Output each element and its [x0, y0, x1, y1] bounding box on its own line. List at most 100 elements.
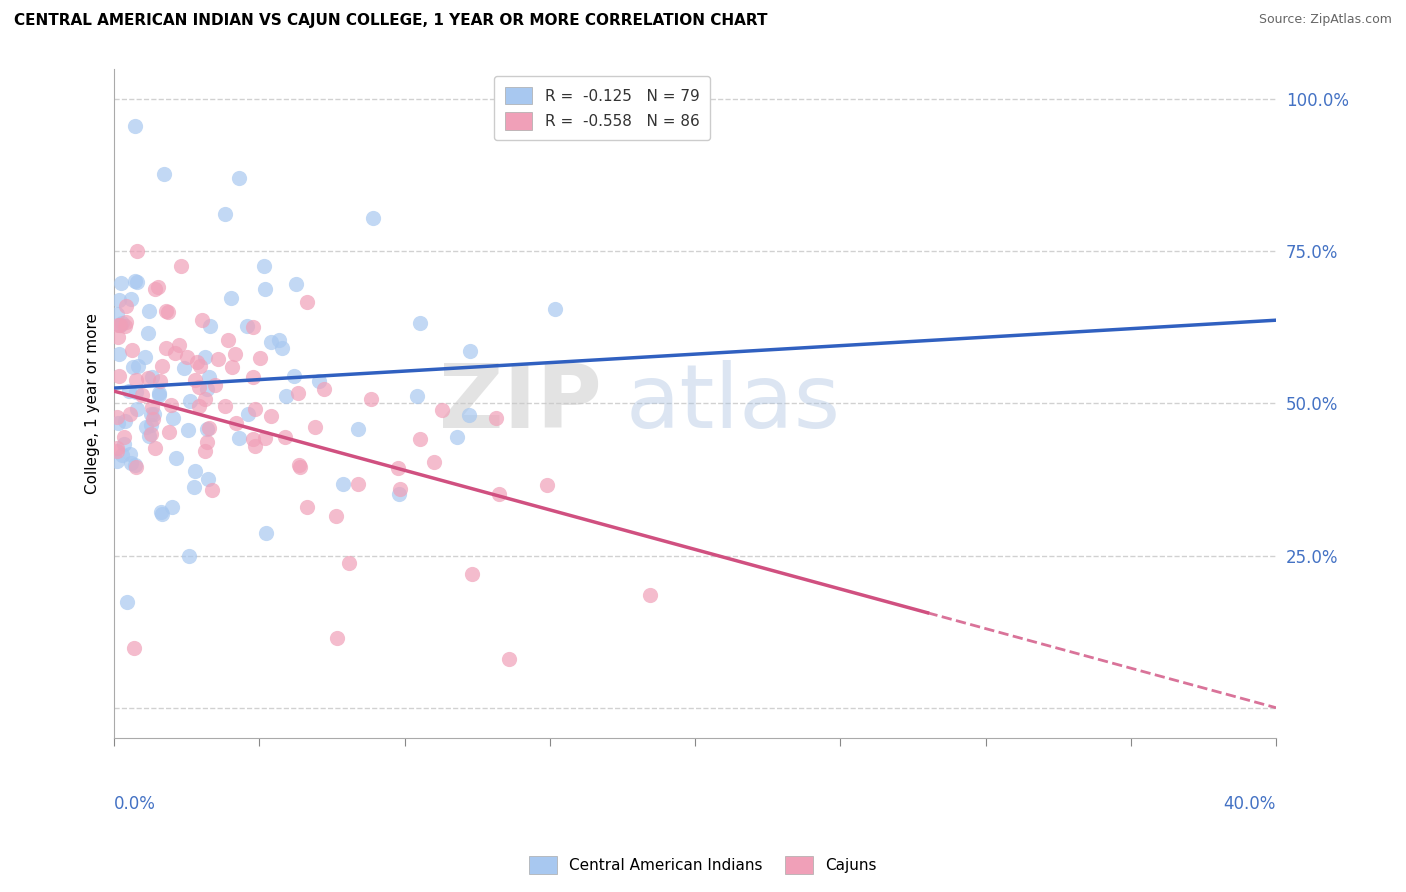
Point [283, 368, 305, 383]
Point [114, 315, 136, 329]
Point [136, 326, 159, 340]
Point [122, 640, 145, 655]
Point [125, 276, 148, 290]
Point [143, 441, 166, 455]
Point [200, 318, 222, 333]
Point [458, 408, 481, 422]
Point [111, 316, 134, 330]
Point [332, 477, 354, 491]
Point [121, 343, 143, 357]
Point [198, 369, 221, 384]
Point [155, 342, 177, 356]
Point [259, 335, 281, 350]
Point [120, 292, 142, 306]
Point [360, 392, 382, 406]
Point [195, 422, 218, 436]
Point [194, 392, 217, 406]
Point [197, 421, 219, 435]
Point [287, 458, 309, 472]
Point [108, 346, 131, 360]
Point [228, 170, 250, 185]
Point [287, 385, 309, 400]
Point [124, 119, 146, 133]
Point [148, 374, 170, 388]
Point [337, 556, 360, 570]
Point [242, 370, 264, 384]
Point [125, 373, 148, 387]
Point [297, 294, 319, 309]
Point [308, 374, 330, 388]
Point [125, 385, 148, 400]
Point [347, 422, 370, 436]
Point [461, 567, 484, 582]
Point [118, 407, 141, 421]
Y-axis label: College, 1 year or more: College, 1 year or more [86, 313, 100, 494]
Point [125, 244, 148, 259]
Point [314, 382, 336, 396]
Point [134, 350, 156, 364]
Point [139, 426, 162, 441]
Point [165, 346, 187, 360]
Point [204, 377, 226, 392]
Point [105, 409, 128, 424]
Point [127, 359, 149, 373]
Point [389, 483, 412, 497]
Point [148, 386, 170, 401]
Point [188, 359, 211, 373]
Point [195, 435, 218, 450]
Point [139, 407, 162, 421]
Point [111, 448, 134, 462]
Point [187, 400, 209, 414]
Point [125, 459, 148, 474]
Point [183, 480, 205, 494]
Point [122, 360, 145, 375]
Point [136, 371, 159, 385]
Point [242, 432, 264, 446]
Point [638, 589, 661, 603]
Point [249, 351, 271, 365]
Point [143, 282, 166, 296]
Point [446, 430, 468, 444]
Point [236, 319, 259, 334]
Point [114, 414, 136, 428]
Point [177, 549, 200, 563]
Point [162, 411, 184, 425]
Point [179, 393, 201, 408]
Point [141, 369, 163, 384]
Point [160, 500, 183, 514]
Point [243, 401, 266, 416]
Point [207, 351, 229, 366]
Point [118, 384, 141, 398]
Text: Source: ZipAtlas.com: Source: ZipAtlas.com [1258, 13, 1392, 27]
Point [108, 293, 131, 307]
Point [159, 399, 181, 413]
Point [165, 450, 187, 465]
Point [183, 464, 205, 478]
Point [120, 456, 142, 470]
Point [430, 402, 453, 417]
Point [254, 526, 277, 541]
Point [214, 206, 236, 220]
Point [536, 477, 558, 491]
Text: atlas: atlas [626, 359, 841, 447]
Point [148, 387, 170, 401]
Point [118, 446, 141, 460]
Point [107, 318, 129, 332]
Point [304, 420, 326, 434]
Legend: R =  -0.125   N = 79, R =  -0.558   N = 86: R = -0.125 N = 79, R = -0.558 N = 86 [495, 76, 710, 140]
Point [135, 419, 157, 434]
Point [156, 305, 179, 319]
Point [195, 382, 218, 396]
Point [105, 454, 128, 468]
Point [125, 402, 148, 417]
Point [284, 277, 307, 292]
Point [170, 259, 193, 273]
Point [271, 342, 294, 356]
Point [107, 416, 129, 430]
Point [409, 317, 432, 331]
Point [110, 318, 132, 333]
Point [242, 320, 264, 334]
Point [142, 412, 165, 426]
Point [388, 487, 411, 501]
Point [114, 318, 136, 333]
